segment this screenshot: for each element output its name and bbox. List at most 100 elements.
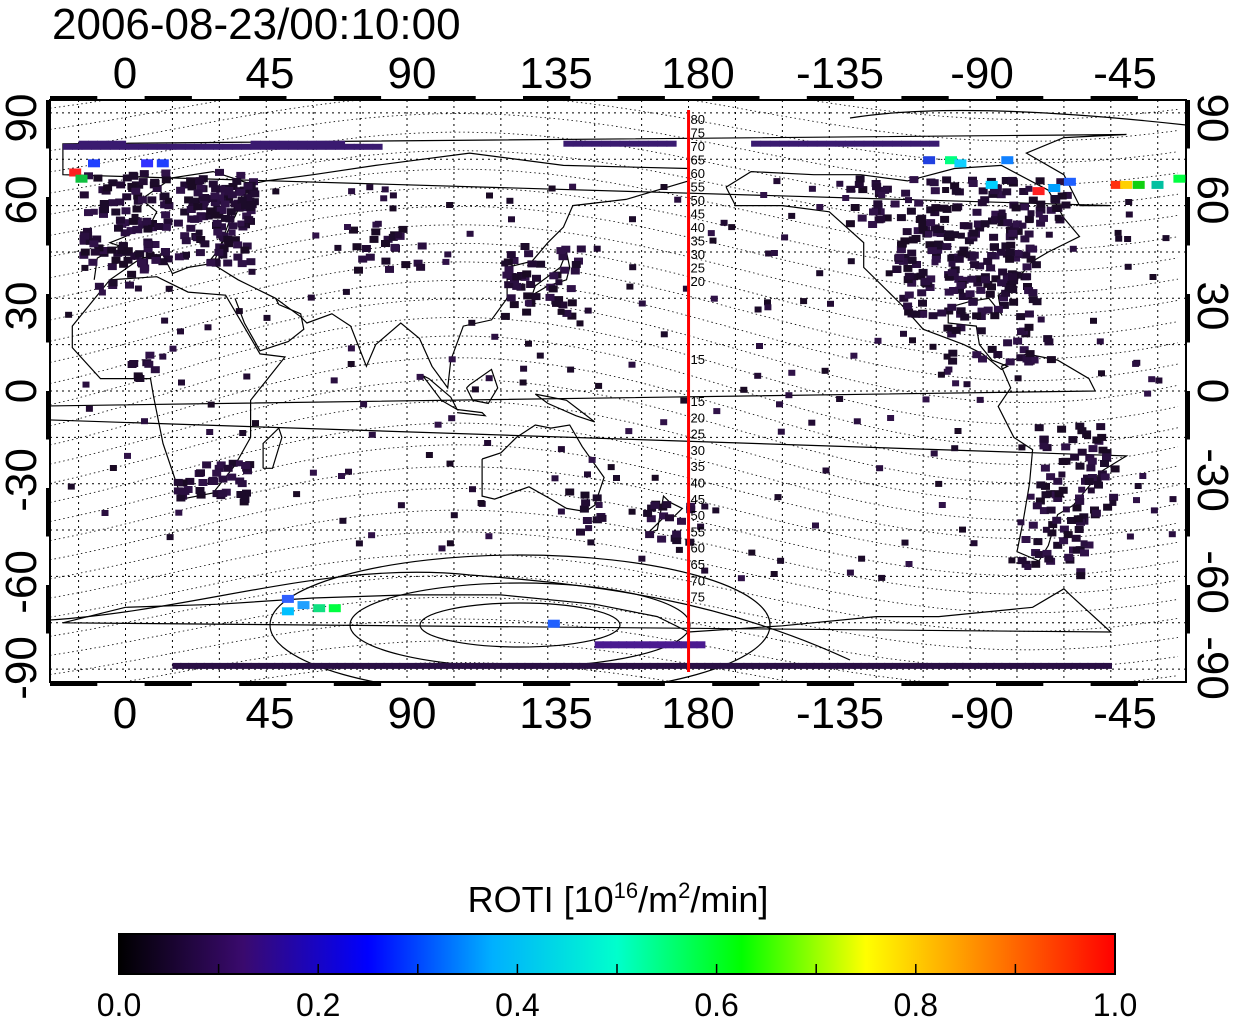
roti-cell	[1124, 236, 1132, 242]
roti-cell	[727, 662, 737, 669]
roti-cell	[821, 662, 831, 669]
roti-cell	[1075, 422, 1085, 430]
roti-cell	[735, 662, 745, 669]
roti-cell	[1087, 474, 1097, 481]
contour-label: 25	[691, 427, 705, 442]
roti-cell	[1014, 375, 1022, 382]
roti-cell	[1144, 390, 1152, 397]
roti-cell	[584, 471, 591, 478]
roti-cell	[266, 662, 276, 669]
roti-cell	[115, 216, 125, 224]
roti-cell	[203, 143, 214, 150]
roti-cell	[1032, 502, 1042, 510]
roti-cell	[999, 301, 1009, 309]
roti-cell	[576, 245, 586, 253]
coastline	[422, 375, 459, 412]
roti-cell	[139, 170, 149, 178]
roti-cell	[509, 301, 519, 309]
roti-cell	[571, 662, 581, 669]
roti-cell	[548, 285, 558, 293]
roti-cell	[361, 245, 371, 252]
roti-cell	[808, 419, 816, 426]
roti-cell	[858, 186, 868, 194]
roti-cell	[347, 345, 355, 352]
roti-cell	[236, 188, 246, 196]
roti-cell	[638, 555, 646, 562]
roti-cell	[134, 285, 142, 292]
roti-cell	[448, 415, 456, 422]
lat-label-right: 30	[1188, 282, 1237, 331]
roti-cell	[180, 208, 190, 216]
roti-cell	[159, 353, 167, 360]
roti-cell	[954, 255, 964, 263]
roti-cell	[210, 199, 220, 207]
roti-cell	[119, 260, 129, 268]
roti-cell	[422, 662, 432, 669]
roti-cell	[987, 252, 997, 259]
roti-cell	[297, 140, 308, 147]
contour-line	[50, 298, 1179, 403]
roti-cell	[983, 280, 993, 288]
roti-cell	[710, 295, 718, 302]
roti-cell	[1039, 435, 1049, 443]
roti-cell	[203, 212, 213, 220]
roti-cell	[1061, 201, 1071, 209]
roti-cell	[760, 140, 771, 147]
roti-cell	[80, 248, 90, 256]
roti-cell	[414, 662, 424, 669]
roti-cell	[114, 224, 123, 232]
roti-cell	[1058, 471, 1066, 478]
roti-cell	[983, 306, 993, 314]
colorbar-tick-label: 0.4	[495, 987, 539, 1023]
frame-bar-top	[428, 96, 476, 101]
roti-cell-high	[328, 604, 341, 613]
roti-cell	[907, 662, 917, 669]
roti-cell	[918, 220, 928, 228]
frame-bar-bottom	[50, 681, 98, 686]
roti-cell	[990, 312, 1000, 320]
roti-cell-high	[75, 174, 88, 183]
roti-cell	[260, 143, 270, 150]
roti-cell	[680, 662, 690, 669]
roti-cell	[239, 430, 247, 436]
contour-line	[239, 662, 678, 682]
roti-cell	[816, 140, 827, 147]
roti-cell	[852, 662, 862, 669]
roti-cell	[1056, 662, 1066, 669]
roti-cell	[923, 662, 933, 669]
roti-cell	[97, 140, 108, 147]
roti-cell	[647, 140, 658, 147]
roti-cell	[829, 662, 839, 669]
roti-cell	[278, 143, 289, 150]
roti-cell	[968, 298, 978, 306]
roti-cell	[127, 182, 137, 190]
roti-cell	[713, 408, 721, 415]
roti-cell	[911, 310, 921, 318]
roti-cell	[677, 517, 686, 525]
roti-cell	[1019, 346, 1029, 354]
roti-cell	[1102, 453, 1112, 461]
roti-cell	[389, 205, 397, 212]
coastline	[62, 588, 1113, 633]
roti-cell	[743, 662, 753, 669]
roti-cell	[878, 574, 886, 581]
roti-cell	[522, 308, 532, 316]
roti-cell	[391, 662, 401, 669]
roti-cell	[582, 140, 593, 147]
roti-cell	[289, 662, 299, 669]
roti-cell	[193, 189, 203, 197]
roti-cell	[218, 475, 228, 483]
roti-cell	[222, 143, 233, 150]
roti-cell	[969, 251, 979, 259]
roti-cell	[1092, 436, 1102, 444]
roti-cell	[219, 207, 227, 214]
roti-cell	[626, 662, 635, 669]
roti-cell	[235, 308, 243, 315]
roti-cell	[307, 294, 315, 301]
roti-cell	[232, 177, 242, 185]
roti-cell	[956, 307, 966, 315]
roti-cell	[215, 168, 224, 176]
roti-cell	[651, 474, 659, 481]
roti-cell	[657, 535, 667, 543]
roti-cell	[696, 641, 706, 649]
